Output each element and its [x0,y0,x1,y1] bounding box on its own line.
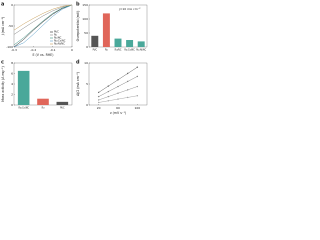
point [126,89,129,91]
x-tick-label: 0 [71,48,73,52]
series-line [13,4,73,46]
y-tick-label: 0 [11,3,13,7]
bar [56,101,69,105]
series-line [13,4,73,35]
x-tick-label: Ru₁Co/NC [18,107,29,110]
point [136,85,139,88]
legend-label: Ru [54,34,58,37]
legend-label: Ru/NC [54,37,62,40]
y-axis-label: Δj/2 (mA cm⁻²) [76,72,80,96]
point [117,92,119,94]
y-tick-label: 0 [11,103,13,107]
x-tick-label: 20 [97,106,101,110]
x-tick-label: Pt/C [60,107,65,110]
point [126,96,129,99]
point [136,66,139,68]
y-tick-label: 4 [11,82,13,86]
point [117,98,119,100]
point [107,90,110,93]
x-tick-label: Pt/C [93,49,98,52]
bar [91,35,99,47]
y-tick-label: 0 [86,45,88,49]
point [97,101,100,104]
y-tick-label: 2 [11,93,13,97]
legend-label: Ru₁Co/NC [54,40,66,43]
legend-label: Ru₁Ni/NC [54,43,65,46]
annotation: j=10 mA cm⁻² [118,7,141,11]
x-tick-label: Ru/NC [115,49,122,52]
point [97,99,100,101]
point [97,95,100,98]
x-tick-label: -0.3 [11,48,17,52]
y-tick-label: 6 [11,72,13,76]
y-tick-label: 100 [82,17,88,21]
point [136,95,139,97]
x-tick-label: -0.2 [30,48,36,52]
y-tick-label: 10 [84,61,88,65]
y-tick-label: 0 [86,103,88,107]
x-tick-label: Ru [42,107,45,110]
panel-label: b [76,2,80,8]
x-tick-label: -0.1 [50,48,56,52]
point [136,75,139,78]
x-tick-label: Ru₁Ni/NC [136,49,146,52]
bar [17,70,30,105]
y-axis-label: Overpotential (mV) [76,11,80,42]
point [117,85,119,88]
x-tick-label: 100 [134,106,140,110]
y-tick-label: -100 [6,45,13,49]
legend-label: Pt/C [54,31,59,34]
y-tick-label: 5 [86,82,88,86]
y-axis-label: Mass activity (A mg⁻¹) [1,66,5,102]
bar [137,41,145,47]
point [117,79,119,81]
figure: a j (mA cm⁻²) E (V vs. RHE) -100 -50 0 -0.3 -0.… [1,2,148,115]
y-tick-label: -50 [8,24,13,28]
point [107,95,110,98]
point [126,80,129,83]
y-tick-label: 50 [84,31,88,35]
x-tick-label: Ru [105,49,108,52]
series-line [13,4,73,48]
series-line [13,4,73,48]
x-tick-label: Ru₁Co/NC [124,49,135,52]
point [107,100,110,102]
point [97,91,100,94]
x-tick-label: 60 [116,106,120,110]
y-tick-label: 8 [11,61,13,65]
panel-label: a [1,2,4,8]
y-axis-label: j (mA cm⁻²) [1,17,5,37]
point [107,85,110,87]
bar [114,38,122,47]
x-axis-label: ν (mV s⁻¹) [110,111,126,115]
y-tick-label: 150 [82,3,88,7]
x-axis-label: E (V vs. RHE) [33,53,54,57]
bar [37,98,49,105]
series-line [13,4,73,31]
panel-label: d [76,60,80,66]
bar [126,40,134,47]
panel-label: c [1,60,4,66]
point [126,72,129,75]
bar [102,13,110,47]
